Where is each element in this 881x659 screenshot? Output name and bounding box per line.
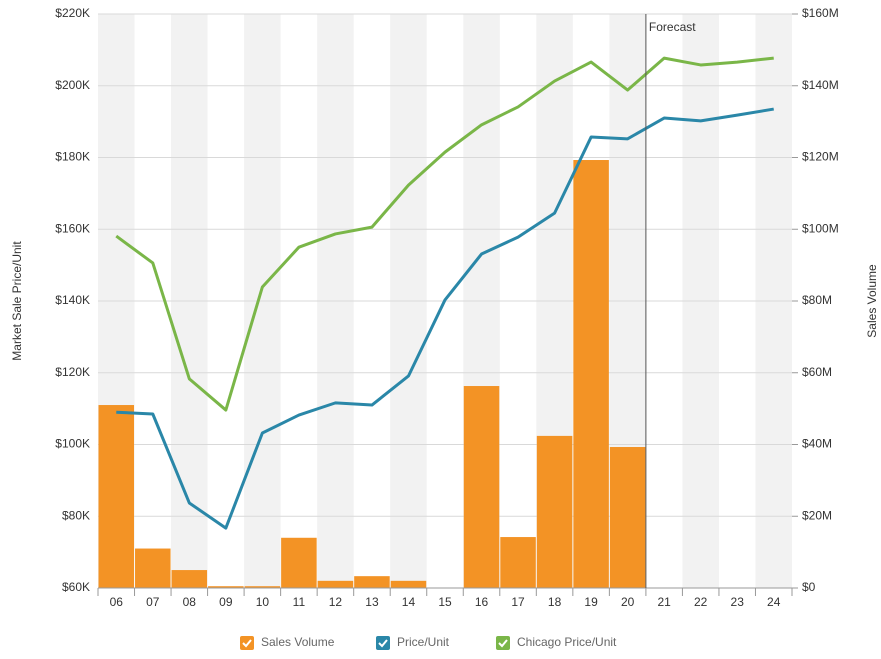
y2-tick-label: $20M	[802, 508, 832, 522]
x-tick-label: 21	[657, 595, 671, 609]
bar	[317, 580, 354, 588]
x-tick-label: 17	[511, 595, 525, 609]
x-tick-label: 16	[475, 595, 489, 609]
legend-check	[378, 639, 388, 648]
y2-tick-label: $140M	[802, 78, 839, 92]
annotation: Forecast	[649, 20, 696, 34]
y-tick-label: $120K	[55, 365, 90, 379]
legend-label: Sales Volume	[261, 635, 335, 649]
legend-check	[242, 639, 252, 648]
y2-tick-label: $40M	[802, 437, 832, 451]
x-tick-label: 08	[183, 595, 197, 609]
y2-tick-label: $60M	[802, 365, 832, 379]
legend-label: Chicago Price/Unit	[517, 635, 617, 649]
y-tick-label: $200K	[55, 78, 90, 92]
legend-label: Price/Unit	[397, 635, 450, 649]
x-tick-label: 12	[329, 595, 343, 609]
line	[116, 107, 774, 530]
bar	[536, 435, 573, 588]
y-tick-label: $220K	[55, 6, 90, 20]
x-tick-label: 20	[621, 595, 635, 609]
bar	[281, 537, 317, 588]
bar	[208, 586, 244, 588]
bar	[390, 580, 427, 588]
x-tick-label: 14	[402, 595, 416, 609]
y2-axis-label: Sales Volume	[865, 264, 879, 338]
y-axis-label: Market Sale Price/Unit	[10, 241, 24, 361]
y2-tick-label: $160M	[802, 6, 839, 20]
legend-check	[498, 639, 508, 648]
y-tick-label: $100K	[55, 437, 90, 451]
y-tick-label: $160K	[55, 221, 90, 235]
y2-tick-label: $80M	[802, 293, 832, 307]
bar	[463, 386, 500, 588]
y-tick-label: $180K	[55, 150, 90, 164]
line	[115, 56, 774, 412]
y-tick-label: $80K	[62, 508, 90, 522]
bar	[609, 447, 646, 588]
x-tick-label: 18	[548, 595, 562, 609]
y2-tick-label: $120M	[802, 150, 839, 164]
x-tick-label: 09	[219, 595, 233, 609]
legend-swatch	[376, 636, 390, 650]
bar	[135, 548, 171, 588]
y-tick-label: $140K	[55, 293, 90, 307]
legend-swatch	[240, 636, 254, 650]
x-tick-label: 22	[694, 595, 708, 609]
x-tick-label: 15	[438, 595, 452, 609]
x-tick-label: 10	[256, 595, 270, 609]
bar	[573, 160, 609, 589]
y-tick-label: $60K	[62, 580, 90, 594]
bar	[98, 405, 135, 588]
bar	[354, 576, 390, 588]
bar	[244, 586, 281, 588]
bar	[500, 537, 536, 588]
bar	[171, 570, 208, 588]
y2-tick-label: $0	[802, 580, 816, 594]
x-tick-label: 07	[146, 595, 160, 609]
x-tick-label: 24	[767, 595, 781, 609]
x-tick-label: 06	[110, 595, 124, 609]
legend-swatch	[496, 636, 510, 650]
x-tick-label: 23	[731, 595, 745, 609]
x-tick-label: 11	[293, 595, 306, 609]
y2-tick-label: $100M	[802, 221, 839, 235]
x-tick-label: 13	[365, 595, 379, 609]
x-tick-label: 19	[584, 595, 598, 609]
